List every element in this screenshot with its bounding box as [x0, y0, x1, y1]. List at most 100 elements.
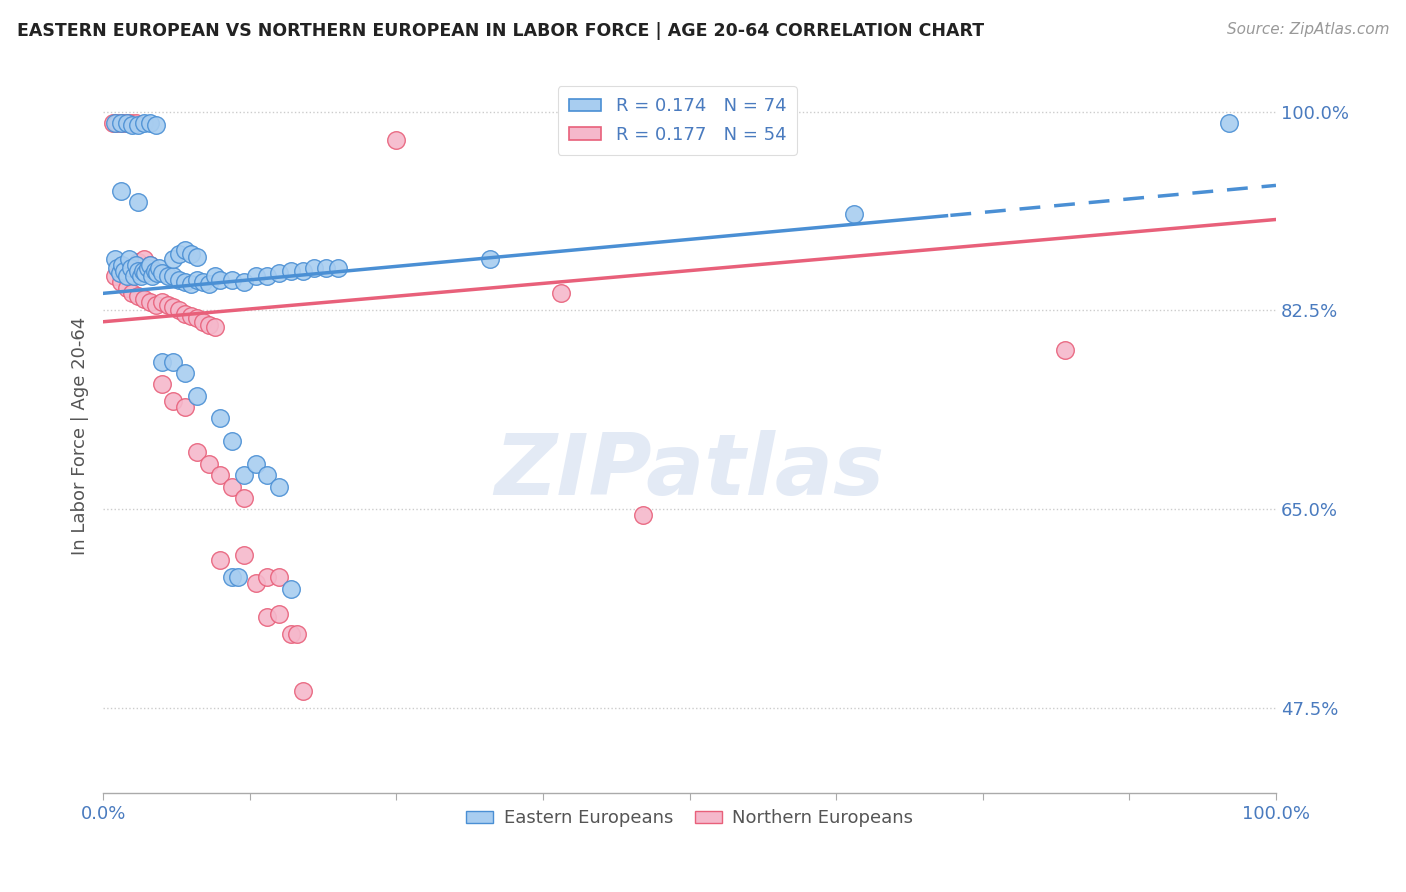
Point: [280, 582, 302, 596]
Point: [169, 303, 191, 318]
Point: [221, 273, 243, 287]
Point: [121, 286, 143, 301]
Text: ZIPatlas: ZIPatlas: [495, 430, 884, 513]
Point: [127, 263, 149, 277]
Legend: Eastern Europeans, Northern Europeans: Eastern Europeans, Northern Europeans: [458, 802, 921, 834]
Point: [221, 479, 243, 493]
Point: [105, 116, 128, 130]
Point: [162, 300, 184, 314]
Point: [174, 366, 197, 380]
Point: [1218, 116, 1240, 130]
Point: [291, 684, 314, 698]
Point: [110, 275, 132, 289]
Point: [1053, 343, 1076, 358]
Point: [134, 266, 156, 280]
Point: [120, 116, 142, 130]
Y-axis label: In Labor Force | Age 20-64: In Labor Force | Age 20-64: [72, 317, 89, 555]
Point: [197, 457, 219, 471]
Point: [226, 570, 249, 584]
Point: [139, 258, 162, 272]
Point: [204, 320, 226, 334]
Point: [232, 468, 254, 483]
Point: [104, 116, 127, 130]
Point: [134, 292, 156, 306]
Point: [162, 269, 184, 284]
Point: [191, 275, 214, 289]
Point: [842, 207, 865, 221]
Point: [105, 261, 128, 276]
Point: [132, 263, 155, 277]
Point: [115, 280, 138, 294]
Point: [134, 116, 156, 130]
Point: [315, 261, 337, 276]
Point: [280, 263, 302, 277]
Point: [118, 252, 141, 267]
Point: [145, 298, 167, 312]
Text: Source: ZipAtlas.com: Source: ZipAtlas.com: [1226, 22, 1389, 37]
Point: [280, 627, 302, 641]
Point: [550, 286, 572, 301]
Point: [139, 258, 162, 272]
Point: [479, 252, 502, 267]
Point: [120, 261, 142, 276]
Point: [197, 277, 219, 292]
Point: [291, 263, 314, 277]
Point: [285, 627, 308, 641]
Point: [110, 116, 132, 130]
Point: [186, 250, 208, 264]
Point: [108, 266, 131, 280]
Point: [148, 261, 170, 276]
Point: [302, 261, 325, 276]
Point: [150, 295, 173, 310]
Point: [150, 354, 173, 368]
Point: [245, 457, 267, 471]
Point: [256, 269, 278, 284]
Point: [110, 184, 132, 198]
Point: [141, 269, 163, 284]
Text: EASTERN EUROPEAN VS NORTHERN EUROPEAN IN LABOR FORCE | AGE 20-64 CORRELATION CHA: EASTERN EUROPEAN VS NORTHERN EUROPEAN IN…: [17, 22, 984, 40]
Point: [174, 243, 197, 257]
Point: [256, 570, 278, 584]
Point: [156, 298, 179, 312]
Point: [180, 246, 202, 260]
Point: [101, 116, 124, 130]
Point: [127, 118, 149, 132]
Point: [256, 468, 278, 483]
Point: [122, 269, 145, 284]
Point: [121, 118, 143, 132]
Point: [186, 445, 208, 459]
Point: [209, 411, 232, 425]
Point: [115, 116, 138, 130]
Point: [209, 468, 232, 483]
Point: [267, 266, 290, 280]
Point: [162, 354, 184, 368]
Point: [186, 273, 208, 287]
Point: [162, 394, 184, 409]
Point: [267, 479, 290, 493]
Point: [125, 116, 148, 130]
Point: [326, 261, 349, 276]
Point: [197, 318, 219, 333]
Point: [209, 553, 232, 567]
Point: [267, 607, 290, 621]
Point: [146, 266, 169, 280]
Point: [139, 295, 162, 310]
Point: [245, 269, 267, 284]
Point: [180, 309, 202, 323]
Point: [204, 269, 226, 284]
Point: [104, 269, 127, 284]
Point: [162, 252, 184, 267]
Point: [186, 389, 208, 403]
Point: [180, 277, 202, 292]
Point: [169, 246, 191, 260]
Point: [267, 570, 290, 584]
Point: [191, 315, 214, 329]
Point: [112, 263, 135, 277]
Point: [143, 263, 166, 277]
Point: [136, 261, 159, 276]
Point: [139, 116, 162, 130]
Point: [631, 508, 654, 522]
Point: [127, 195, 149, 210]
Point: [150, 266, 173, 280]
Point: [385, 133, 408, 147]
